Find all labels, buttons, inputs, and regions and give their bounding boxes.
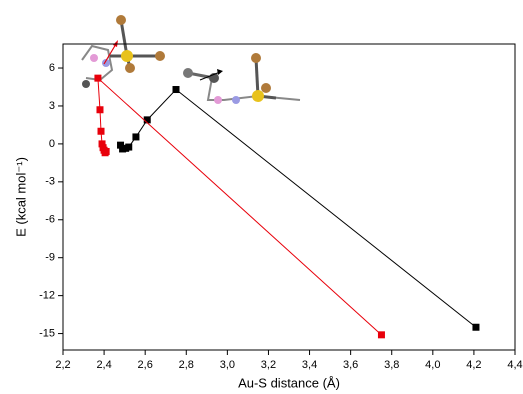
y-tick-label: 0: [49, 138, 55, 150]
x-tick-label: 3,0: [220, 359, 235, 371]
x-tick-label: 3,4: [302, 359, 317, 371]
x-tick-label: 2,8: [179, 359, 194, 371]
molecule-inset-right: [183, 53, 300, 104]
y-tick-label: -12: [39, 290, 55, 302]
point: [94, 75, 101, 82]
x-tick-label: 3,2: [261, 359, 276, 371]
point: [98, 128, 105, 135]
x-tick-label: 4,4: [507, 359, 522, 371]
x-tick-label: 2,2: [55, 359, 70, 371]
y-tick-label: -3: [45, 176, 55, 188]
y-tick-label: 3: [49, 100, 55, 112]
y-axis-title: E (kcal mol⁻¹): [13, 157, 28, 237]
x-tick-label: 3,8: [384, 359, 399, 371]
x-tick-label: 2,4: [96, 359, 111, 371]
chart: Au-S distance (Å) E (kcal mol⁻¹) 2,2 2,4 2…: [0, 0, 523, 394]
y-tick-label: -15: [39, 327, 55, 339]
x-tick-label: 3,6: [343, 359, 358, 371]
point: [117, 142, 124, 149]
y-tick-label: -6: [45, 214, 55, 226]
y-tick-label: -9: [45, 252, 55, 264]
point: [103, 148, 110, 155]
y-tick-label: 6: [49, 62, 55, 74]
series-line: [98, 78, 382, 335]
x-axis-title: Au-S distance (Å): [238, 375, 340, 390]
x-tick-label: 4,0: [425, 359, 440, 371]
point: [472, 324, 479, 331]
x-tick-label: 2,6: [138, 359, 153, 371]
point: [132, 133, 139, 140]
point: [173, 86, 180, 93]
point: [378, 331, 385, 338]
point: [96, 106, 103, 113]
series-line: [121, 90, 476, 328]
x-tick-label: 4,2: [466, 359, 481, 371]
